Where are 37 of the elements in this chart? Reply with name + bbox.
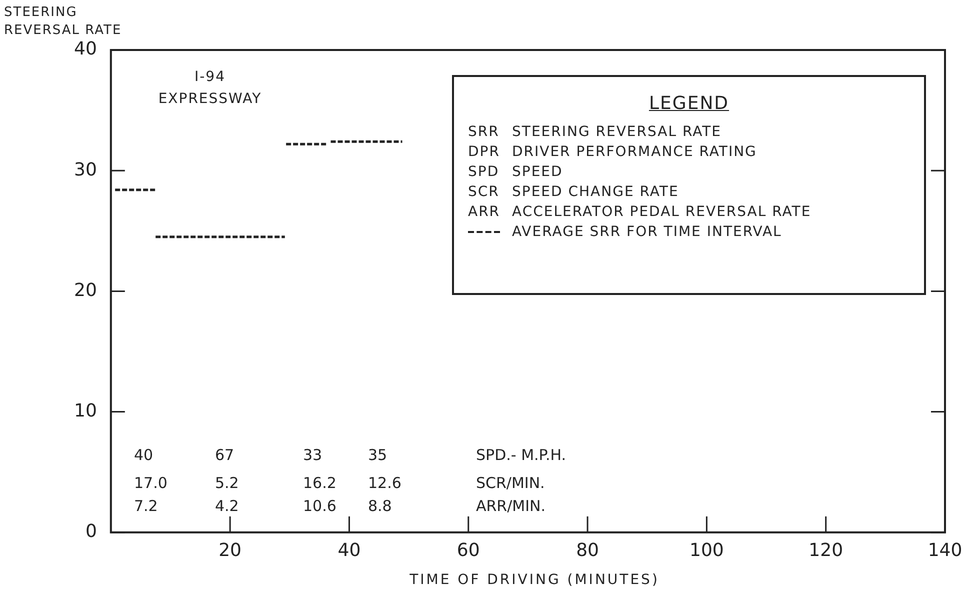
y-tick-label: 0	[85, 521, 97, 542]
x-tick-label: 100	[690, 540, 724, 561]
x-tick-label: 140	[928, 540, 962, 561]
annotation: 17.0	[134, 474, 168, 492]
y-tick-label: 30	[74, 159, 97, 180]
text: I-94 EXPRESSWAY	[157, 68, 263, 109]
annotation: SPD.- M.P.H.	[476, 446, 566, 464]
y-tick-label: 10	[74, 400, 97, 422]
annotation: 12.6	[368, 474, 402, 492]
x-axis-title: TIME OF DRIVING (MINUTES)	[408, 572, 660, 588]
annotation: SRR STEERING REVERSAL RATE	[468, 123, 722, 142]
annotation: SPD SPEED	[468, 163, 563, 182]
annotation: 4.2	[215, 497, 239, 515]
annotation: 8.8	[368, 497, 392, 515]
annotation: 16.2	[303, 474, 336, 492]
annotation: 5.2	[215, 474, 239, 492]
x-tick-label: 60	[456, 540, 480, 561]
y-tick-label: 40	[74, 38, 97, 60]
annotation: 7.2	[134, 497, 158, 515]
annotation: ARR ACCELERATOR PEDAL REVERSAL RATE	[468, 203, 812, 222]
annotation: 40	[134, 446, 154, 464]
legend-title: LEGEND	[648, 93, 730, 114]
annotation: 10.6	[303, 497, 336, 515]
annotation: 67	[215, 446, 234, 464]
x-tick-label: 40	[338, 540, 361, 561]
annotation: 35	[368, 446, 388, 464]
x-tick-label: 80	[576, 540, 599, 561]
legend-label: AVERAGE SRR FOR TIME INTERVAL	[512, 223, 782, 242]
y-axis-title: STEERING REVERSAL RATE	[4, 4, 123, 40]
x-tick-label: 120	[808, 540, 844, 561]
x-tick-label: 20	[218, 540, 242, 561]
annotation: SCR SPEED CHANGE RATE	[468, 183, 679, 202]
annotation: DPR DRIVER PERFORMANCE RATING	[468, 143, 757, 162]
annotation: 33	[303, 446, 322, 464]
annotation: ARR/MIN.	[476, 497, 546, 515]
y-tick-label: 20	[74, 280, 97, 301]
annotation: SCR/MIN.	[476, 474, 545, 492]
